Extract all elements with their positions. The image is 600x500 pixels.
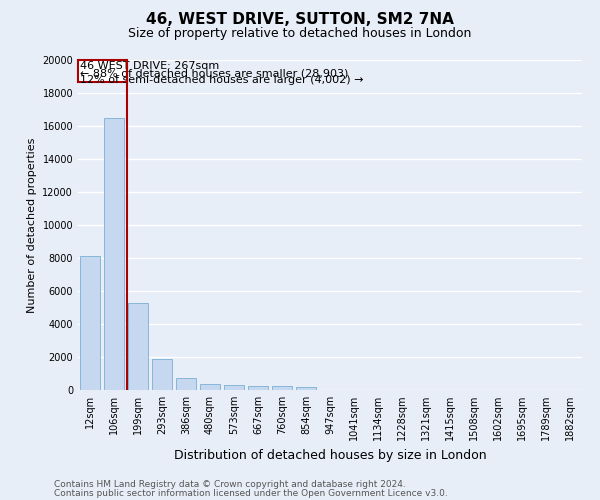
Y-axis label: Number of detached properties: Number of detached properties — [27, 138, 37, 312]
Text: ← 88% of detached houses are smaller (28,903): ← 88% of detached houses are smaller (28… — [80, 68, 348, 78]
Bar — [176, 378, 196, 390]
Bar — [104, 118, 124, 390]
Text: Contains HM Land Registry data © Crown copyright and database right 2024.: Contains HM Land Registry data © Crown c… — [54, 480, 406, 489]
Text: Size of property relative to detached houses in London: Size of property relative to detached ho… — [128, 28, 472, 40]
Bar — [200, 384, 220, 390]
Bar — [248, 386, 268, 390]
Bar — [272, 386, 292, 390]
Bar — [78, 60, 127, 82]
Text: 12% of semi-detached houses are larger (4,002) →: 12% of semi-detached houses are larger (… — [80, 75, 364, 85]
Bar — [224, 385, 244, 390]
Bar — [152, 360, 172, 390]
Text: Contains public sector information licensed under the Open Government Licence v3: Contains public sector information licen… — [54, 489, 448, 498]
Text: 46 WEST DRIVE: 267sqm: 46 WEST DRIVE: 267sqm — [80, 62, 219, 72]
Text: 46, WEST DRIVE, SUTTON, SM2 7NA: 46, WEST DRIVE, SUTTON, SM2 7NA — [146, 12, 454, 28]
Bar — [128, 302, 148, 390]
Bar — [296, 388, 316, 390]
X-axis label: Distribution of detached houses by size in London: Distribution of detached houses by size … — [173, 448, 487, 462]
Bar — [80, 256, 100, 390]
